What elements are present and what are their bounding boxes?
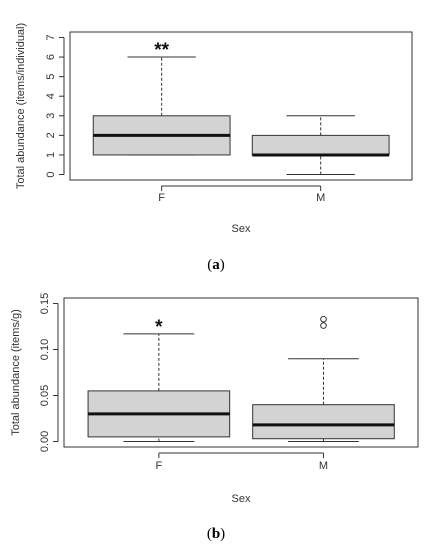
y-tick-label: 0 xyxy=(45,171,57,177)
box-iqr xyxy=(252,404,395,440)
y-tick-label: 2 xyxy=(45,132,57,138)
y-axis-label: Total abundance (items/individual) xyxy=(15,23,27,189)
plot-frame xyxy=(69,31,413,181)
x-tick-label: F xyxy=(158,192,165,204)
chart-panel-b: 0.00 0.05 0.10 0.15 F M Sex Total abundance (it… xyxy=(10,293,419,542)
y-tick-label: 7 xyxy=(45,34,57,40)
y-tick-label: 0.05 xyxy=(39,385,51,406)
caption-close-paren: ) xyxy=(220,526,225,542)
outlier-point xyxy=(320,315,327,323)
x-tick-label: M xyxy=(319,460,328,472)
y-tick-label: 4 xyxy=(45,93,57,99)
y-axis-label: Total abundance (items/g) xyxy=(10,309,22,436)
caption-letter: b xyxy=(212,526,220,542)
x-tick-label: M xyxy=(316,192,325,204)
y-tick-label: 3 xyxy=(45,113,57,119)
y-tick-label: 1 xyxy=(45,152,57,158)
chart-panel-a: 0 1 2 3 4 5 6 7 F M Sex Total abundance (items/indi… xyxy=(15,23,413,273)
significance-marker: ** xyxy=(154,40,169,61)
y-tick-label: 0.10 xyxy=(39,339,51,360)
outlier-point xyxy=(320,322,327,329)
x-tick-label: F xyxy=(156,460,163,472)
caption-close-paren: ) xyxy=(220,257,225,273)
y-tick-label: 6 xyxy=(45,54,57,60)
x-axis-label: Sex xyxy=(232,223,251,235)
box-iqr xyxy=(251,134,390,156)
significance-marker: * xyxy=(155,317,163,338)
y-tick-label: 0.15 xyxy=(39,293,51,314)
y-tick-label: 0.00 xyxy=(39,431,51,452)
x-axis-label: Sex xyxy=(232,493,251,505)
caption-letter: a xyxy=(212,257,220,273)
panel-caption: (a) xyxy=(207,257,225,273)
caption-open-paren: ( xyxy=(207,257,212,273)
plot-frame xyxy=(63,297,419,448)
y-tick-label: 5 xyxy=(45,74,57,80)
caption-open-paren: ( xyxy=(207,526,212,542)
panel-caption: (b) xyxy=(207,526,225,542)
